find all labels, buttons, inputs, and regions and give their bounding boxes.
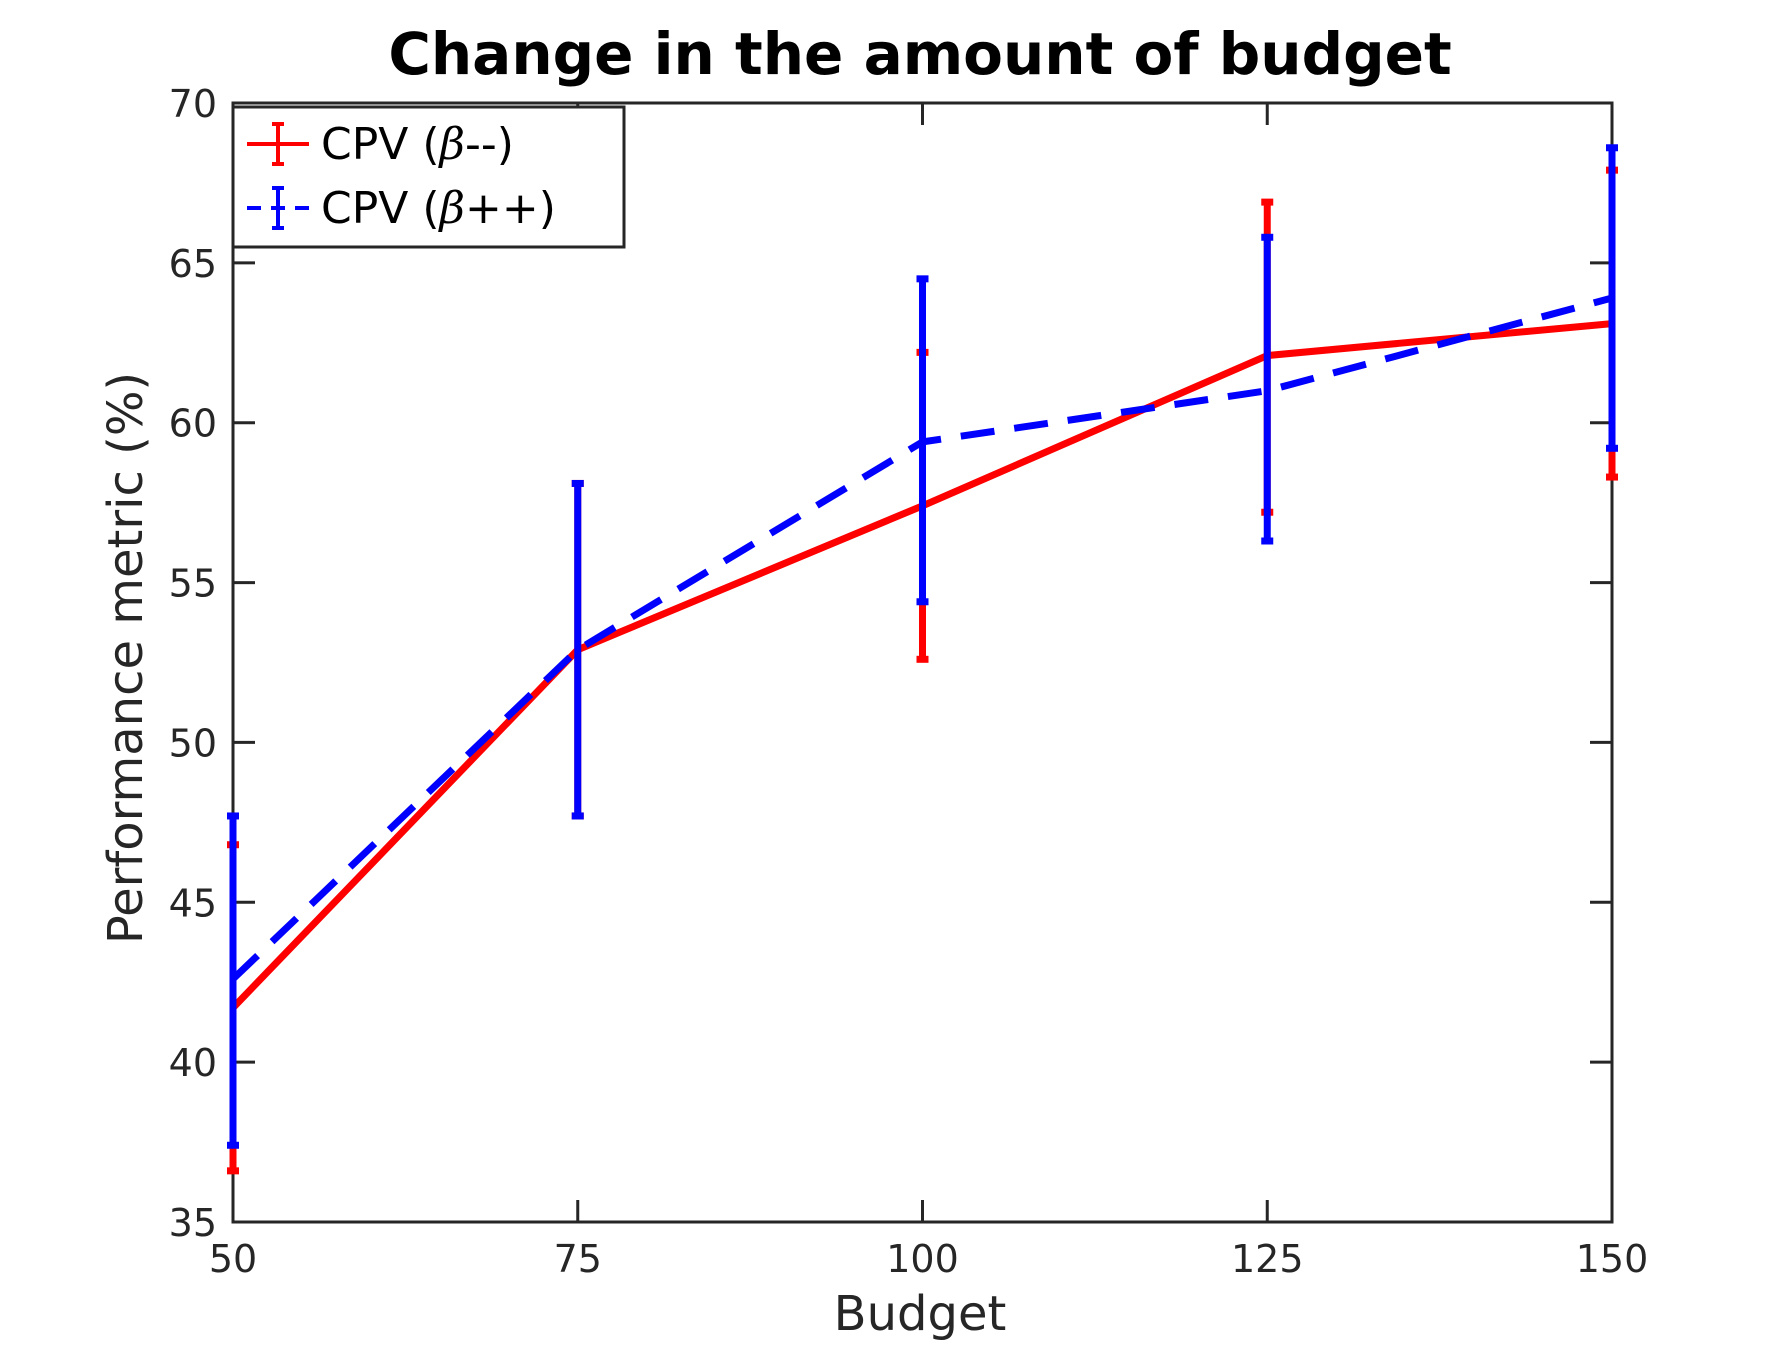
legend-item: CPV (β--) <box>247 119 514 170</box>
legend: CPV (β--) CPV (β++) <box>231 105 626 249</box>
y-tick-label: 65 <box>169 242 217 286</box>
x-tick-label: 150 <box>1576 1237 1649 1281</box>
y-tick-label: 55 <box>169 562 217 606</box>
x-tick-label: 50 <box>209 1237 257 1281</box>
chart-title: Change in the amount of budget <box>388 20 1451 88</box>
x-tick-label: 125 <box>1231 1237 1304 1281</box>
legend-item: CPV (β++) <box>247 183 556 234</box>
y-tick-label: 60 <box>169 402 217 446</box>
y-tick-label: 50 <box>169 721 217 765</box>
series-line <box>230 294 1613 982</box>
y-tick-label: 35 <box>169 1201 217 1245</box>
series-2 <box>227 144 1618 1149</box>
x-tick-label: 100 <box>886 1237 959 1281</box>
legend-box <box>231 105 626 249</box>
x-axis-label: Budget <box>834 1286 1007 1342</box>
y-axis-label: Performance metric (%) <box>98 372 154 944</box>
x-tick-label: 75 <box>554 1237 602 1281</box>
y-tick-label: 70 <box>169 82 217 126</box>
y-tick-label: 45 <box>169 881 217 925</box>
y-tick-label: 40 <box>169 1041 217 1085</box>
legend-label: CPV (β++) <box>321 183 556 234</box>
legend-label: CPV (β--) <box>321 119 514 170</box>
